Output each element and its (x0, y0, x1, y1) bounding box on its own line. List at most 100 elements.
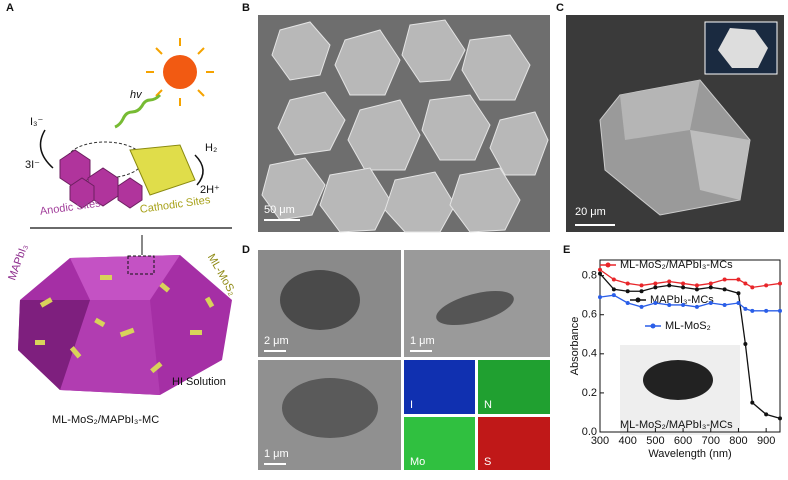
data-point (653, 281, 658, 286)
data-point (778, 308, 782, 313)
panel-label: B (242, 2, 250, 14)
panel-label: D (242, 244, 250, 256)
data-point (722, 277, 727, 282)
scale-label: 2 μm (264, 335, 289, 347)
data-point (750, 308, 755, 313)
eds-map (478, 417, 550, 470)
powder (643, 360, 713, 400)
data-point (778, 281, 782, 286)
data-point (743, 281, 748, 286)
proton-label: 2H⁺ (200, 184, 220, 196)
map-label: S (484, 456, 491, 468)
x-axis-label: Wavelength (nm) (648, 448, 731, 460)
data-point (764, 283, 769, 288)
data-point (598, 295, 602, 300)
data-point (611, 293, 616, 298)
arrow (39, 129, 54, 169)
light-wave (114, 93, 162, 129)
scale-label: 50 μm (264, 204, 295, 216)
y-tick-label: 0.6 (582, 309, 597, 321)
data-point (743, 342, 748, 347)
data-point (598, 271, 602, 276)
eds-map (404, 360, 475, 414)
map-label: I (410, 399, 413, 411)
x-tick-label: 800 (729, 435, 747, 447)
panel-b: B 50 μm (242, 2, 550, 233)
data-point (681, 281, 686, 286)
data-point (667, 279, 672, 284)
data-point (708, 281, 713, 286)
y-axis-label: Absorbance (569, 317, 581, 376)
data-point (722, 287, 727, 292)
sun-rays (146, 38, 214, 106)
data-point (598, 267, 602, 272)
iodide-label: 3I⁻ (25, 159, 40, 171)
map-label: Mo (410, 456, 425, 468)
zoom-box (127, 255, 155, 275)
scale-label: 1 μm (410, 335, 435, 347)
data-point (639, 289, 644, 294)
data-point (743, 306, 748, 311)
data-point (667, 302, 672, 307)
x-tick-label: 300 (591, 435, 609, 447)
crystal-label: MAPbI₃ (6, 243, 30, 282)
inset-crystal (718, 28, 768, 68)
data-point (611, 277, 616, 282)
data-point (639, 304, 644, 309)
crystal-face (60, 300, 160, 395)
x-tick-label: 400 (619, 435, 637, 447)
pore (280, 270, 360, 330)
cathodic-sheet (129, 144, 196, 196)
crystal-face (620, 80, 700, 140)
inset-label: ML-MoS₂/MAPbI₃-MCs (620, 419, 733, 431)
data-point (653, 301, 658, 305)
data-point (639, 283, 644, 288)
y-tick-label: 0.0 (582, 426, 597, 438)
data-point (681, 285, 686, 290)
eds-map (404, 417, 475, 470)
y-tick-label: 0.2 (582, 387, 597, 399)
legend-label: ML-MoS₂ (665, 320, 711, 332)
x-tick-label: 700 (702, 435, 720, 447)
legend-marker (635, 297, 641, 303)
panel-d: D (242, 244, 550, 470)
plot-frame (599, 259, 781, 433)
sun (163, 55, 197, 89)
x-tick-label: 600 (674, 435, 692, 447)
data-point (694, 304, 699, 309)
cathodic-label: Cathodic Sites (139, 194, 211, 216)
data-point (736, 277, 741, 282)
panel-a: A hv I₃⁻ 3I⁻ H₂ 2H⁺ Anodic Sites Cathodi… (6, 2, 238, 426)
crystal-face (18, 300, 90, 390)
data-point (764, 412, 769, 417)
data-point (667, 283, 672, 288)
legend-marker (605, 262, 611, 268)
panel-c: C 20 μm (556, 2, 784, 232)
data-point (764, 308, 769, 313)
data-point (722, 302, 727, 307)
panel-e: E ML-MoS₂/MAPbI₃-MCs (563, 244, 740, 435)
caption: ML-MoS₂/MAPbI₃-MC (52, 414, 159, 426)
data-point (625, 289, 630, 294)
data-point (778, 416, 782, 421)
data-point (736, 301, 741, 305)
eds-map (478, 360, 550, 414)
data-point (708, 301, 713, 305)
legend-label: ML-MoS₂/MAPbI₃-MCs (620, 259, 733, 271)
data-point (611, 287, 616, 292)
pore (436, 290, 514, 326)
x-tick-label: 900 (757, 435, 775, 447)
crystals (261, 19, 549, 233)
data-point (694, 287, 699, 292)
data-point (681, 302, 686, 307)
map-label: N (484, 399, 492, 411)
crystal-face (690, 130, 750, 200)
solution-label: HI Solution (172, 376, 226, 388)
data-point (736, 291, 741, 296)
data-point (653, 285, 658, 290)
light-label: hv (130, 89, 143, 101)
legend-marker (650, 323, 656, 329)
h2-label: H₂ (205, 142, 217, 154)
arrow (194, 154, 204, 186)
